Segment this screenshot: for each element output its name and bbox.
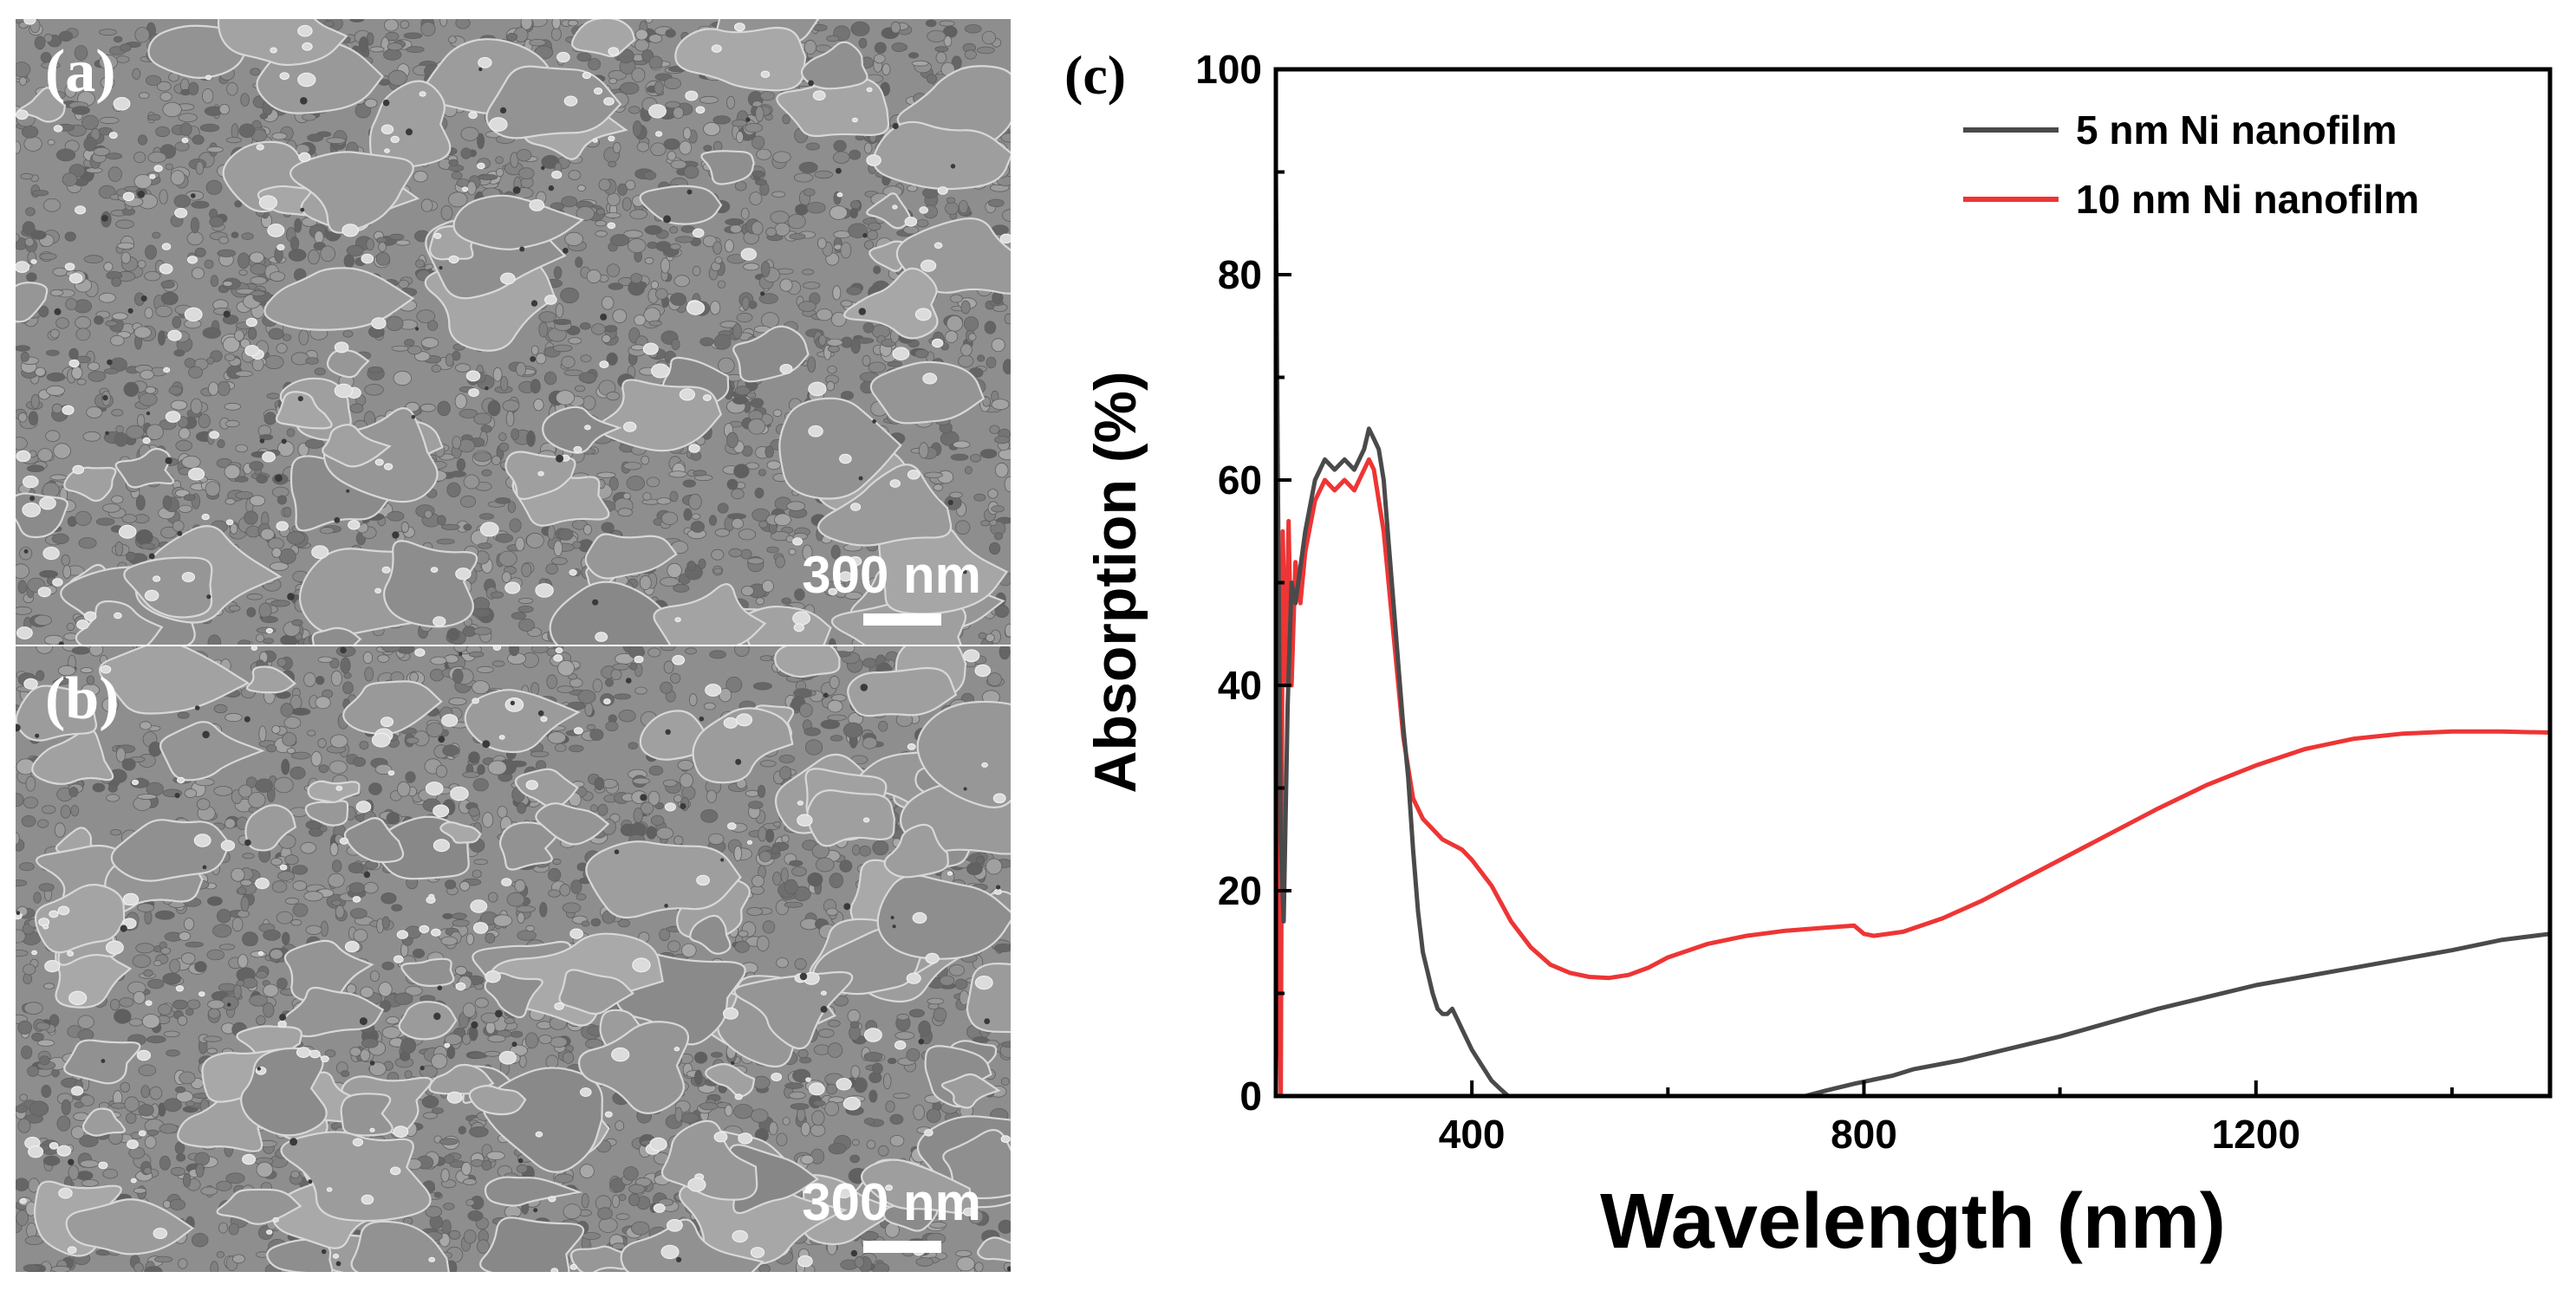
scale-bar-a	[863, 613, 941, 626]
y-tick-label: 100	[1195, 47, 1262, 92]
sem-image-b: (b) 300 nm	[16, 646, 1011, 1272]
plot-frame	[1273, 67, 2553, 1099]
x-tick-label: 400	[1439, 1112, 1506, 1157]
panel-label-b: (b)	[45, 665, 120, 732]
y-tick-label: 80	[1218, 252, 1262, 297]
absorption-chart: (c) 0 20 40 60 80 100 400 800 1200 5 nm Ni nanof…	[1064, 44, 2553, 1265]
scale-bar-label-b: 300 nm	[802, 1173, 981, 1231]
y-axis-title: Absorption (%)	[1083, 371, 1148, 793]
sem-image-a: (a) 300 nm	[16, 19, 1011, 645]
legend-label-10nm: 10 nm Ni nanofilm	[2076, 177, 2419, 222]
scale-bar-label-a: 300 nm	[802, 546, 981, 604]
x-tick-label: 800	[1831, 1112, 1897, 1157]
y-tick-label: 40	[1218, 663, 1262, 708]
x-axis-title: Wavelength (nm)	[1600, 1178, 2226, 1265]
x-tick-label: 1200	[2212, 1112, 2300, 1157]
panel-label-a: (a)	[45, 38, 116, 105]
legend: 5 nm Ni nanofilm 10 nm Ni nanofilm	[1963, 107, 2419, 222]
sem-texture-b	[16, 646, 1011, 1272]
series-line-10nm	[1273, 272, 2553, 1099]
series-line-5nm	[1273, 170, 2553, 1099]
sem-texture-a	[16, 19, 1011, 645]
y-tick-label: 60	[1218, 457, 1262, 503]
y-tick-label: 0	[1239, 1074, 1262, 1119]
panel-label-c: (c)	[1064, 44, 1126, 106]
scale-bar-b	[863, 1241, 941, 1253]
y-tick-label: 20	[1218, 868, 1262, 913]
legend-label-5nm: 5 nm Ni nanofilm	[2076, 107, 2397, 152]
